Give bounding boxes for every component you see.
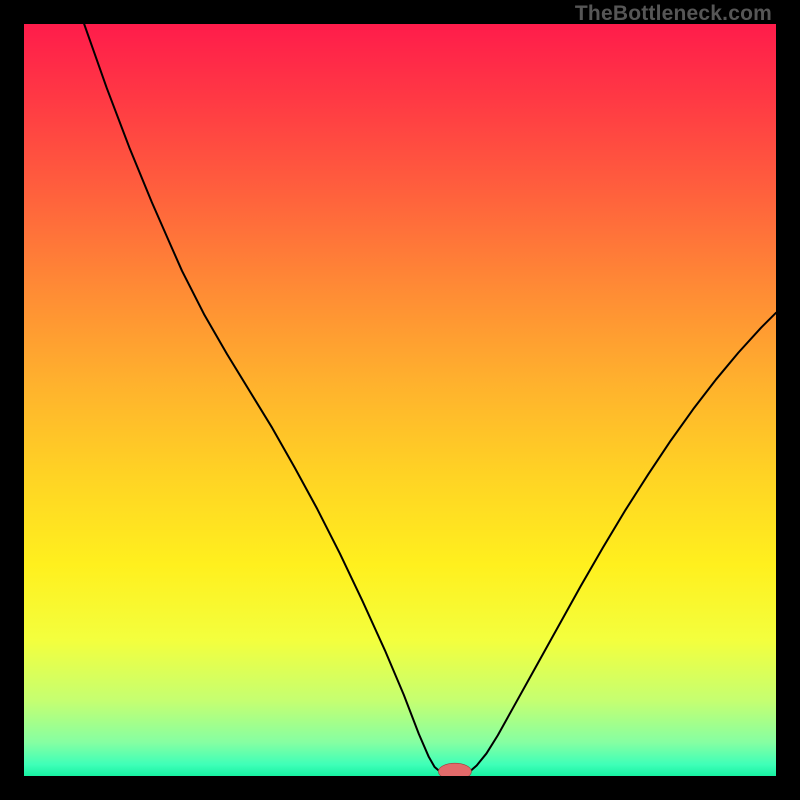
bottleneck-chart [24,24,776,776]
gradient-background [24,24,776,776]
chart-frame: TheBottleneck.com [0,0,800,800]
watermark-text: TheBottleneck.com [575,2,772,26]
